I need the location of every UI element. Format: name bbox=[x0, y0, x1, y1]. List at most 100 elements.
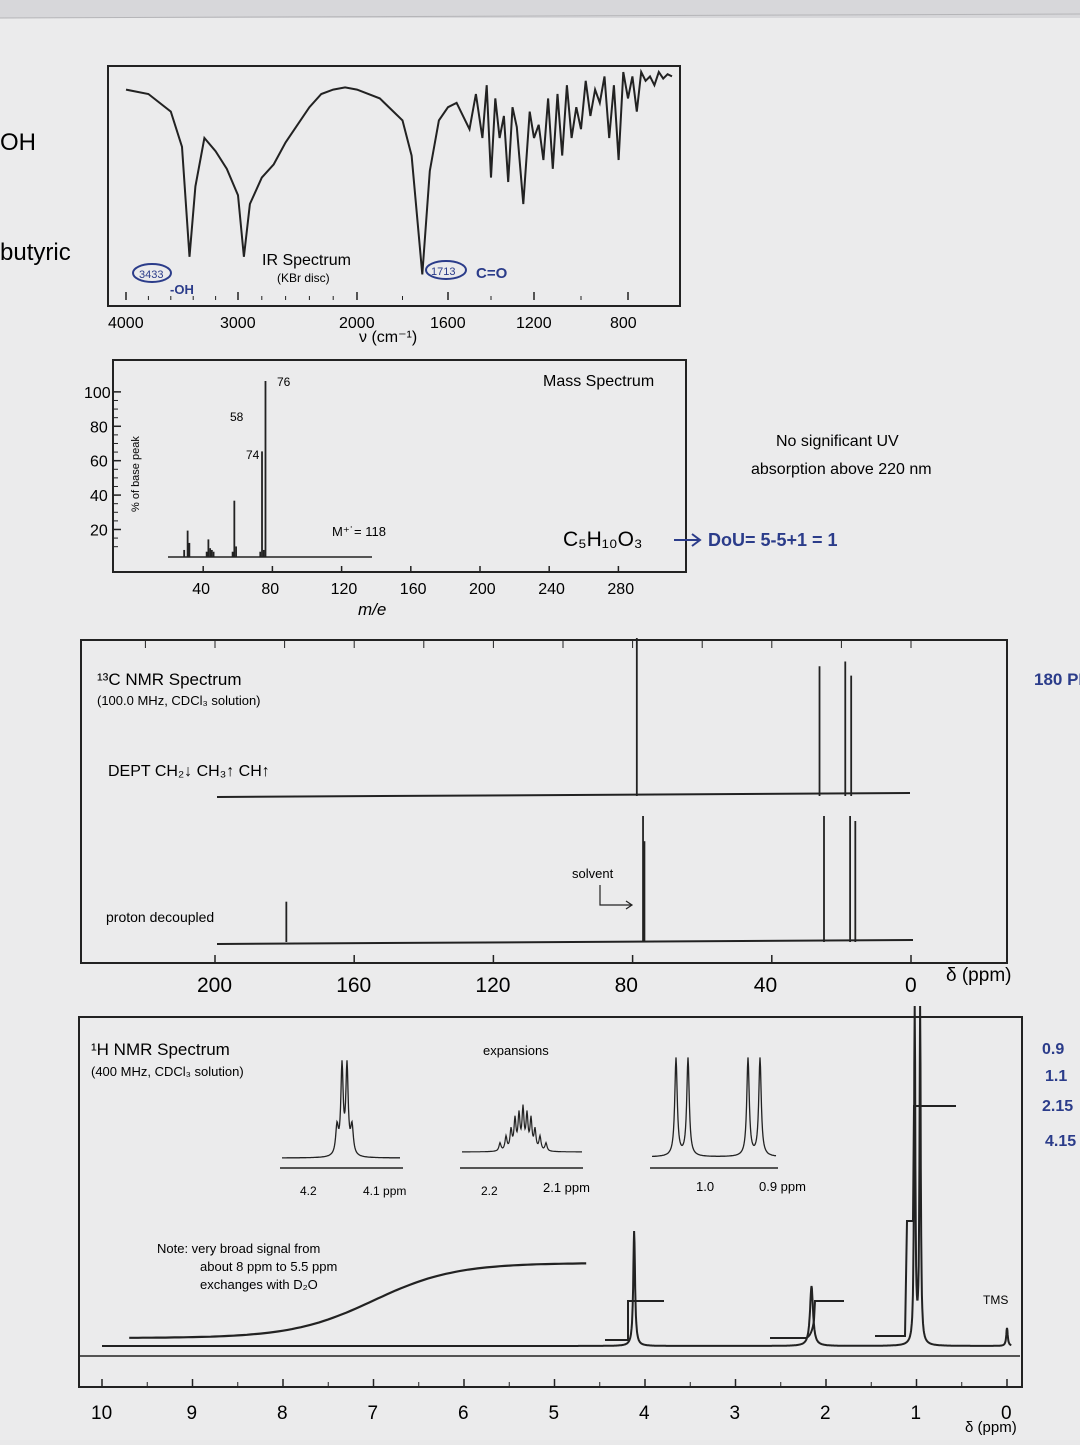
ir-trace bbox=[125, 68, 673, 275]
ms-y-tick-label: 20 bbox=[90, 522, 108, 539]
margin-note-1: 1.1 bbox=[1045, 1068, 1067, 1085]
ms-x-tick-label: 280 bbox=[607, 581, 634, 598]
h1-integral-broad bbox=[129, 1262, 587, 1339]
margin-left-line2: butyric bbox=[0, 239, 71, 266]
margin-right-180: 180 PP bbox=[1034, 670, 1080, 689]
h1-subtitle: (400 MHz, CDCl₃ solution) bbox=[91, 1064, 244, 1079]
ir-tick-label: 3000 bbox=[220, 315, 256, 332]
ir-title: IR Spectrum bbox=[262, 252, 351, 269]
h1-expansions-label: expansions bbox=[483, 1043, 549, 1058]
h1-panel: ¹H NMR Spectrum (400 MHz, CDCl₃ solution… bbox=[78, 1005, 1023, 1436]
ms-y-label: % of base peak bbox=[130, 436, 142, 512]
margin-note-0: 0.9 bbox=[1042, 1041, 1064, 1058]
expansion-quartet: 4.2 4.1 ppm bbox=[280, 1060, 406, 1198]
ms-title: Mass Spectrum bbox=[543, 373, 654, 390]
h1-tick-label: 8 bbox=[277, 1403, 288, 1424]
expansion-multiplet-trace bbox=[462, 1104, 582, 1153]
c13-x-label: δ (ppm) bbox=[946, 965, 1011, 986]
ms-panel: 40 80 120 160 200 240 280 20 40 60 80 100 Mass Spec… bbox=[84, 359, 687, 619]
h1-integral-step bbox=[605, 1300, 664, 1341]
expansion-tick-1-0: 1.0 bbox=[696, 1179, 714, 1194]
dou-arrow-icon bbox=[674, 533, 702, 547]
ms-y-tick-label: 60 bbox=[90, 454, 108, 471]
c13-solvent-label: solvent bbox=[572, 866, 614, 881]
ms-ticks: 40 80 120 160 200 240 280 20 40 60 80 100 bbox=[84, 385, 634, 598]
h1-integral-steps bbox=[605, 1105, 956, 1341]
ir-tick-label: 1200 bbox=[516, 315, 552, 332]
h1-tick-label: 9 bbox=[187, 1403, 198, 1424]
expansion-tick-0-9: 0.9 ppm bbox=[759, 1179, 806, 1194]
h1-tick-label: 7 bbox=[368, 1403, 379, 1424]
h1-tick-label: 10 bbox=[91, 1403, 112, 1424]
h1-tms-label: TMS bbox=[983, 1293, 1008, 1307]
c13-decoupled-peaks bbox=[285, 816, 857, 942]
margin-note-2: 2.15 bbox=[1042, 1098, 1073, 1115]
h1-tick-label: 0 bbox=[1001, 1403, 1012, 1424]
h1-integral-step bbox=[770, 1300, 844, 1339]
expansion-multiplet: 2.2 2.1 ppm bbox=[460, 1104, 590, 1198]
ir-subtitle: (KBr disc) bbox=[277, 271, 330, 285]
h1-note-line2: about 8 ppm to 5.5 ppm bbox=[200, 1259, 337, 1274]
ir-panel: 4000 3000 2000 1600 1200 800 IR Spectrum (KBr… bbox=[107, 65, 681, 346]
h1-tick-label: 6 bbox=[458, 1403, 469, 1424]
expansion-tick-4-1: 4.1 ppm bbox=[363, 1184, 406, 1198]
ir-x-label: ν (cm⁻¹) bbox=[359, 329, 417, 346]
expansion-doublets: 1.0 0.9 ppm bbox=[650, 1057, 806, 1194]
expansion-doublets-trace bbox=[652, 1057, 777, 1158]
ir-annot-oh: -OH bbox=[170, 282, 194, 297]
ms-bars bbox=[183, 381, 267, 557]
c13-tick-label: 80 bbox=[615, 974, 638, 997]
ms-peak-label-74: 74 bbox=[246, 448, 260, 462]
c13-title: ¹³C NMR Spectrum bbox=[97, 670, 242, 689]
dou-annotation: DoU= 5-5+1 = 1 bbox=[708, 530, 838, 550]
expansion-quartet-trace bbox=[282, 1060, 400, 1159]
h1-tick-label: 2 bbox=[820, 1403, 831, 1424]
margin-note-3: 4.15 bbox=[1045, 1133, 1076, 1150]
ir-x-ticks: 4000 3000 2000 1600 1200 800 bbox=[108, 292, 637, 332]
ms-y-tick-label: 80 bbox=[90, 419, 108, 436]
h1-tick-label: 4 bbox=[639, 1403, 650, 1424]
c13-proton-label: proton decoupled bbox=[106, 909, 214, 925]
ms-x-tick-label: 200 bbox=[469, 581, 496, 598]
c13-frame bbox=[80, 639, 1008, 964]
ir-tick-label: 800 bbox=[610, 315, 637, 332]
c13-tick-label: 200 bbox=[197, 974, 232, 997]
ms-x-label: m/e bbox=[358, 600, 386, 619]
c13-dept-baseline bbox=[216, 792, 911, 798]
c13-decoupled-baseline bbox=[216, 939, 914, 945]
ir-annot-3433: 3433 bbox=[139, 269, 163, 281]
ir-annot-co: C=O bbox=[476, 265, 508, 282]
uv-note-line1: No significant UV bbox=[776, 433, 899, 450]
ms-frame bbox=[112, 359, 687, 573]
ms-x-tick-label: 160 bbox=[400, 581, 427, 598]
h1-ticks: 10 9 8 7 6 5 4 3 2 1 0 bbox=[80, 1355, 1020, 1424]
h1-tick-label: 5 bbox=[549, 1403, 560, 1424]
solvent-arrow-icon bbox=[599, 885, 634, 910]
ir-tick-label: 4000 bbox=[108, 315, 144, 332]
h1-title: ¹H NMR Spectrum bbox=[91, 1040, 230, 1059]
ms-x-tick-label: 120 bbox=[331, 581, 358, 598]
ir-tick-label: 2000 bbox=[339, 315, 375, 332]
c13-dept-label: DEPT CH₂↓ CH₃↑ CH↑ bbox=[108, 763, 270, 780]
ir-circle-3433 bbox=[132, 263, 172, 283]
ms-y-tick-label: 100 bbox=[84, 385, 111, 402]
c13-tick-label: 160 bbox=[336, 974, 371, 997]
h1-frame bbox=[78, 1016, 1023, 1388]
uv-note-line2: absorption above 220 nm bbox=[751, 461, 932, 478]
c13-tick-label: 0 bbox=[905, 974, 917, 997]
ms-x-tick-label: 40 bbox=[192, 581, 210, 598]
ms-formula: C₅H₁₀O₃ bbox=[563, 528, 642, 551]
ir-circle-1713 bbox=[425, 260, 467, 280]
ms-peak-label-76: 76 bbox=[277, 375, 291, 389]
c13-tick-label: 120 bbox=[475, 974, 510, 997]
ms-y-tick-label: 40 bbox=[90, 488, 108, 505]
margin-left-line1: OH bbox=[0, 129, 36, 156]
h1-note-line3: exchanges with D₂O bbox=[200, 1277, 318, 1292]
h1-integral-step bbox=[875, 1105, 956, 1337]
expansion-tick-4-2: 4.2 bbox=[300, 1184, 317, 1198]
ms-x-tick-label: 240 bbox=[538, 581, 565, 598]
c13-tick-label: 40 bbox=[754, 974, 777, 997]
ir-annot-1713: 1713 bbox=[431, 266, 455, 278]
